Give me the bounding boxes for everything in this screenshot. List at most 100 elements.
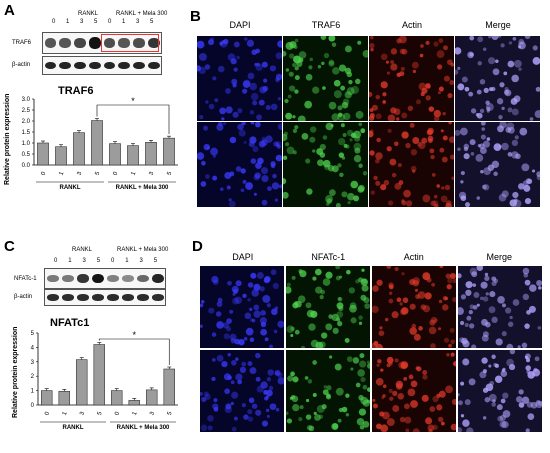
cell-mark (451, 398, 456, 405)
cell-mark (469, 323, 475, 329)
cell-mark (364, 303, 370, 310)
cell-mark (452, 297, 456, 303)
blot-band (44, 61, 57, 70)
cell-mark (366, 362, 370, 369)
cell-mark (351, 85, 359, 94)
cell-mark (412, 169, 416, 173)
group-label: RANKL (60, 185, 81, 191)
cell-mark (297, 115, 306, 121)
cell-mark (263, 277, 270, 284)
cell-mark (363, 297, 370, 304)
cell-mark (217, 297, 223, 303)
cell-mark (497, 415, 503, 422)
cell-mark (250, 272, 257, 279)
cell-mark (514, 59, 522, 68)
cell-mark (462, 340, 470, 348)
cell-mark (260, 328, 268, 336)
cell-mark (441, 186, 445, 190)
blot-c-nfat (44, 268, 166, 289)
cell-mark (511, 151, 519, 159)
cell-mark (208, 307, 215, 314)
cell-mark (317, 65, 322, 69)
cell-mark (224, 406, 232, 414)
cell-mark (436, 50, 445, 59)
cell-mark (437, 416, 444, 423)
cell-mark (357, 369, 365, 377)
cell-mark (386, 146, 392, 152)
cell-mark (459, 127, 468, 136)
cell-mark (488, 57, 496, 65)
cell-mark (455, 69, 459, 75)
cell-mark (231, 391, 239, 399)
cell-mark (222, 322, 230, 329)
cell-mark (292, 150, 297, 155)
cell-mark (379, 326, 383, 330)
blot-band (59, 38, 71, 48)
cell-mark (468, 310, 473, 315)
blot-band (59, 61, 71, 70)
cell-mark (211, 275, 219, 284)
cell-mark (262, 294, 271, 303)
cell-mark (270, 103, 278, 111)
cell-mark (271, 182, 280, 190)
cell-mark (442, 112, 446, 116)
cell-mark (471, 271, 478, 278)
cell-mark (203, 125, 209, 131)
cell-mark (235, 373, 243, 381)
cell-mark (430, 316, 438, 324)
cell-mark (258, 99, 265, 106)
cell-mark (255, 162, 262, 169)
blot-c-actin (44, 289, 166, 306)
cell-mark (249, 367, 257, 375)
cell-mark (515, 396, 523, 403)
cell-mark (482, 184, 487, 190)
cell-mark (286, 146, 295, 155)
cell-mark (266, 414, 270, 418)
cell-mark (225, 106, 233, 114)
micrograph-tile (286, 350, 370, 432)
cell-mark (521, 163, 530, 172)
blot-a-group1: RANKL (78, 11, 99, 17)
cell-mark (250, 158, 257, 164)
cell-mark (201, 396, 207, 403)
cell-mark (491, 160, 500, 169)
cell-mark (421, 87, 428, 94)
cell-mark (445, 202, 453, 207)
cell-mark (475, 154, 484, 162)
y-tick-label: 5 (31, 331, 35, 337)
cell-mark (500, 370, 508, 378)
cell-mark (407, 105, 414, 112)
cell-mark (214, 98, 219, 103)
cell-mark (246, 39, 255, 47)
cell-mark (336, 317, 341, 322)
cell-mark (275, 52, 282, 60)
cell-mark (522, 180, 529, 187)
cell-mark (397, 393, 405, 400)
cell-mark (321, 332, 328, 339)
cell-mark (470, 108, 477, 114)
cell-mark (372, 343, 378, 348)
cell-mark (380, 184, 387, 191)
cell-mark (452, 361, 456, 367)
cell-mark (239, 366, 247, 374)
cell-mark (273, 141, 279, 147)
blot-band (76, 274, 89, 283)
cell-mark (318, 414, 324, 419)
blot-band (44, 38, 57, 48)
cell-mark (426, 277, 432, 283)
cell-mark (305, 73, 313, 81)
cell-mark (518, 402, 525, 408)
cell-mark (226, 185, 231, 190)
lane-label: 0 (52, 19, 56, 25)
cell-mark (517, 183, 525, 190)
cell-mark (511, 139, 519, 147)
cell-mark (457, 83, 465, 91)
cell-mark (369, 91, 373, 97)
cell-mark (479, 296, 484, 301)
cell-mark (484, 272, 489, 277)
cell-mark (199, 53, 207, 61)
cell-mark (247, 282, 254, 288)
cell-mark (450, 423, 456, 431)
cell-mark (261, 61, 268, 68)
cell-mark (529, 284, 537, 292)
